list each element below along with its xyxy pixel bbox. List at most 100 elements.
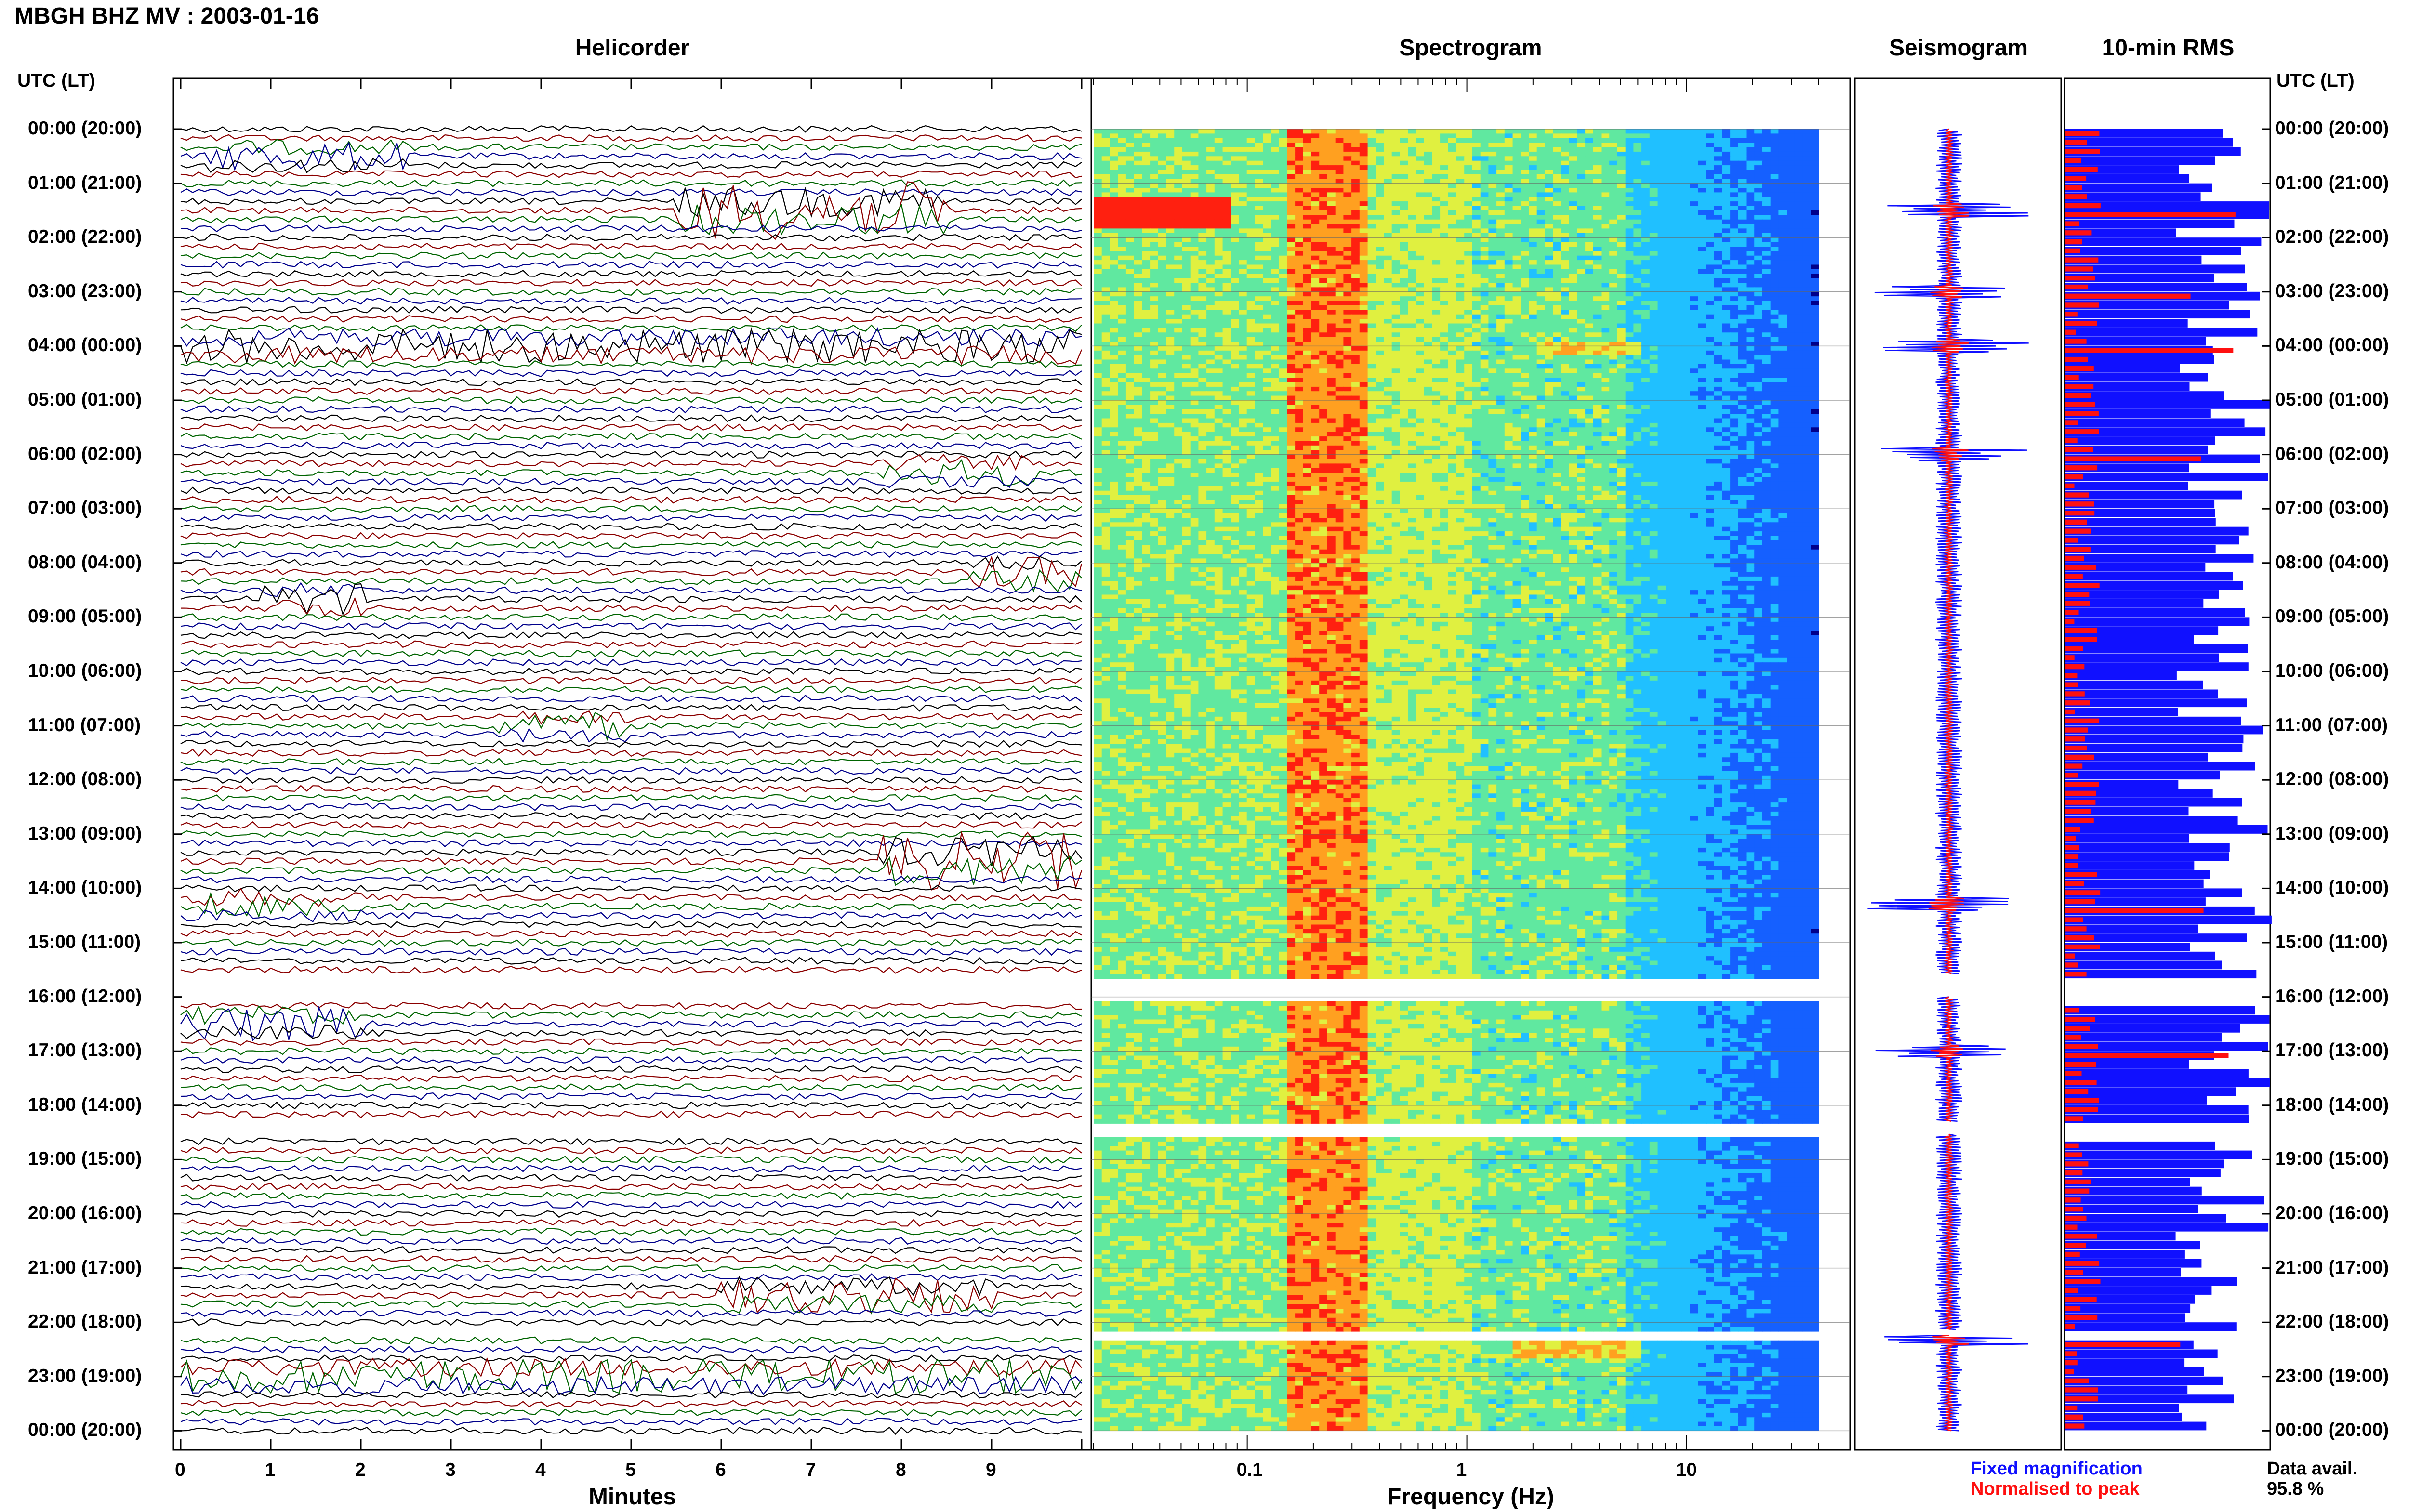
spectrogram-cell bbox=[1553, 192, 1562, 197]
spectrogram-cell bbox=[1480, 133, 1489, 139]
spectrogram-cell bbox=[1287, 179, 1296, 184]
spectrogram-cell bbox=[1504, 323, 1513, 329]
spectrogram-cell bbox=[1593, 278, 1602, 283]
spectrogram-cell bbox=[1746, 224, 1755, 229]
spectrogram-cell bbox=[1681, 342, 1691, 346]
spectrogram-cell bbox=[1142, 342, 1151, 346]
spectrogram-cell bbox=[1118, 287, 1126, 292]
spectrogram-cell bbox=[1472, 215, 1481, 220]
spectrogram-cell bbox=[1601, 219, 1610, 224]
spectrogram-cell bbox=[1802, 278, 1812, 283]
spectrogram-cell bbox=[1094, 355, 1102, 360]
spectrogram-cell bbox=[1698, 170, 1707, 175]
spectrogram-cell bbox=[1802, 192, 1812, 197]
spectrogram-cell bbox=[1561, 170, 1570, 175]
spectrogram-cell bbox=[1722, 206, 1731, 211]
spectrogram-cell bbox=[1295, 260, 1304, 265]
spectrogram-cell bbox=[1561, 129, 1570, 134]
spectrogram-cell bbox=[1625, 264, 1634, 270]
spectrogram-cell bbox=[1666, 206, 1674, 211]
spectrogram-cell bbox=[1303, 255, 1312, 261]
spectrogram-cell bbox=[1641, 260, 1650, 265]
spectrogram-cell bbox=[1649, 170, 1658, 175]
spectrogram-cell bbox=[1762, 156, 1771, 161]
spectrogram-cell bbox=[1746, 323, 1755, 329]
spectrogram-cell bbox=[1617, 274, 1626, 279]
spectrogram-cell bbox=[1666, 201, 1674, 207]
spectrogram-cell bbox=[1690, 350, 1698, 355]
spectrogram-cell bbox=[1480, 332, 1489, 338]
spectrogram-cell bbox=[1569, 283, 1578, 288]
spectrogram-cell bbox=[1101, 133, 1111, 139]
spectrogram-cell bbox=[1376, 260, 1384, 265]
spectrogram-cell bbox=[1134, 242, 1143, 247]
spectrogram-cell bbox=[1198, 264, 1207, 270]
spectrogram-cell bbox=[1174, 233, 1183, 238]
spectrogram-cell bbox=[1424, 228, 1433, 234]
spectrogram-cell bbox=[1657, 296, 1667, 302]
spectrogram-cell bbox=[1424, 183, 1433, 188]
spectrogram-cell bbox=[1787, 192, 1795, 197]
spectrogram-cell bbox=[1585, 359, 1594, 365]
spectrogram-cell bbox=[1416, 233, 1425, 238]
spectrogram-cell bbox=[1166, 296, 1175, 302]
spectrogram-cell bbox=[1182, 247, 1191, 251]
spectrogram-cell bbox=[1488, 274, 1497, 279]
spectrogram-cell bbox=[1400, 129, 1408, 134]
spectrogram-cell bbox=[1706, 201, 1715, 207]
spectrogram-cell bbox=[1529, 210, 1537, 215]
spectrogram-cell bbox=[1367, 179, 1377, 184]
spectrogram-cell bbox=[1617, 156, 1626, 161]
spectrogram-cell bbox=[1287, 183, 1296, 188]
spectrogram-cell bbox=[1706, 228, 1715, 234]
spectrogram-cell bbox=[1384, 147, 1392, 152]
spectrogram-cell bbox=[1367, 188, 1377, 193]
spectrogram-cell bbox=[1674, 170, 1682, 175]
spectrogram-cell bbox=[1569, 359, 1578, 365]
spectrogram-cell bbox=[1553, 291, 1562, 297]
spectrogram-cell bbox=[1319, 247, 1328, 251]
spectrogram-cell bbox=[1714, 305, 1723, 310]
spectrogram-cell bbox=[1649, 364, 1658, 369]
spectrogram-cell bbox=[1391, 151, 1401, 157]
spectrogram-cell bbox=[1553, 310, 1562, 315]
spectrogram-cell bbox=[1754, 129, 1763, 134]
spectrogram-cell bbox=[1343, 197, 1352, 202]
spectrogram-cell bbox=[1408, 160, 1416, 166]
spectrogram-cell bbox=[1367, 138, 1377, 143]
spectrogram-cell bbox=[1094, 233, 1102, 238]
spectrogram-cell bbox=[1134, 233, 1143, 238]
spectrogram-cell bbox=[1287, 328, 1296, 333]
spectrogram-cell bbox=[1601, 359, 1610, 365]
spectrogram-cell bbox=[1585, 129, 1594, 134]
spectrogram-cell bbox=[1674, 319, 1682, 324]
spectrogram-cell bbox=[1287, 274, 1296, 279]
spectrogram-cell bbox=[1263, 133, 1271, 139]
spectrogram-cell bbox=[1746, 147, 1755, 152]
spectrogram-cell bbox=[1214, 291, 1223, 297]
spectrogram-cell bbox=[1706, 310, 1715, 315]
spectrogram-cell bbox=[1343, 242, 1352, 247]
spectrogram-cell bbox=[1110, 319, 1118, 324]
spectrogram-cell bbox=[1561, 183, 1570, 188]
spectrogram-cell bbox=[1416, 247, 1425, 251]
spectrogram-cell bbox=[1488, 301, 1497, 306]
spectrogram-cell bbox=[1384, 301, 1392, 306]
spectrogram-cell bbox=[1456, 274, 1465, 279]
spectrogram-cell bbox=[1456, 350, 1465, 355]
spectrogram-cell bbox=[1287, 323, 1296, 329]
spectrogram-cell bbox=[1802, 274, 1812, 279]
spectrogram-cell bbox=[1811, 233, 1819, 238]
spectrogram-cell bbox=[1569, 192, 1578, 197]
spectrogram-cell bbox=[1255, 350, 1263, 355]
spectrogram-cell bbox=[1134, 228, 1143, 234]
spectrogram-cell bbox=[1182, 269, 1191, 274]
spectrogram-cell bbox=[1553, 359, 1562, 365]
spectrogram-cell bbox=[1472, 269, 1481, 274]
spectrogram-cell bbox=[1811, 156, 1819, 161]
spectrogram-cell bbox=[1198, 305, 1207, 310]
spectrogram-cell bbox=[1335, 323, 1344, 329]
spectrogram-cell bbox=[1376, 350, 1384, 355]
left-hour-label: 22:00 (18:00) bbox=[28, 1311, 142, 1332]
spectrogram-cell bbox=[1690, 170, 1698, 175]
